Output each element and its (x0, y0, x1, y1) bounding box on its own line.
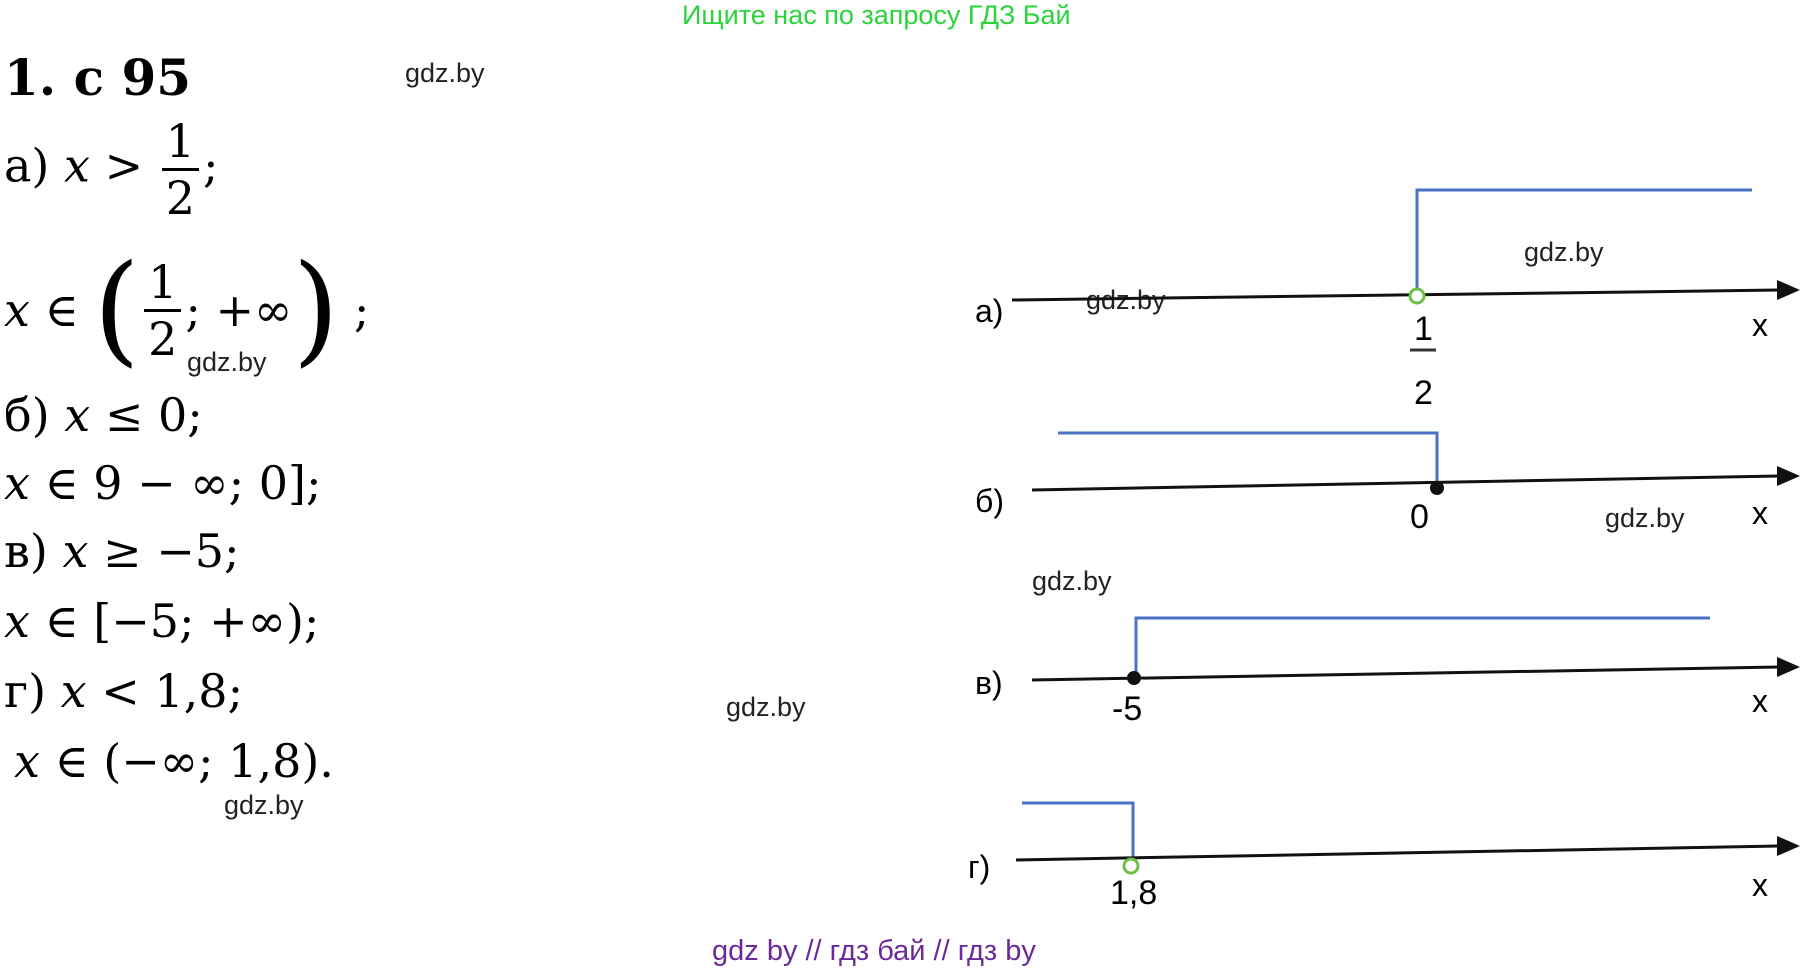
watermark: gdz.by (405, 58, 485, 88)
open-point (1122, 857, 1140, 875)
axis-x-label: x (1752, 495, 1768, 531)
watermark: gdz.by (726, 692, 806, 722)
solution-g-interval: x ∈ (−∞; 1,8). (14, 734, 334, 788)
closed-point (1127, 671, 1141, 685)
tick-label: -5 (1112, 690, 1142, 728)
number-line-b: б) x 0 (975, 431, 1800, 536)
shade-bracket (1058, 431, 1439, 488)
shade-bracket (1022, 801, 1135, 866)
open-point (1408, 287, 1426, 305)
number-line-v: в) x -5 (975, 616, 1800, 728)
axis-line (1011, 288, 1783, 302)
axis-x-label: x (1752, 867, 1768, 903)
tick-label: 1,8 (1110, 874, 1157, 912)
tick-label-denominator: 2 (1414, 374, 1433, 412)
footer-links[interactable]: gdz by // гдз бай // гдз by (712, 935, 1036, 967)
watermark: gdz.by (1524, 237, 1604, 267)
shade-bracket (1134, 616, 1710, 678)
solution-a-interval: x ∈ (1 2; +∞) ; (4, 240, 370, 379)
arrowhead-icon (1777, 280, 1800, 300)
solution-a-inequality: а) x > 1 2; (4, 114, 219, 225)
number-line-label: г) (968, 849, 990, 885)
axis-x-label: x (1752, 307, 1768, 343)
number-line-label: а) (975, 293, 1003, 329)
exercise-title: 1. с 95 (4, 48, 192, 107)
shade-bracket (1415, 188, 1752, 290)
axis-line (1015, 844, 1781, 862)
arrowhead-icon (1777, 836, 1800, 856)
arrowhead-icon (1777, 466, 1800, 486)
watermark: gdz.by (1032, 566, 1112, 596)
axis-line (1031, 474, 1781, 492)
number-line-g: г) x 1,8 (968, 801, 1800, 912)
watermark: gdz.by (187, 347, 267, 377)
tick-label: 0 (1410, 498, 1429, 536)
axis-line (1031, 665, 1781, 682)
solution-b-interval: x ∈ 9 − ∞; 0]; (4, 456, 322, 510)
watermark: gdz.by (224, 790, 304, 820)
arrowhead-icon (1777, 657, 1800, 677)
solution-v-inequality: в) x ≥ −5; (4, 524, 240, 578)
solution-b-inequality: б) x ≤ 0; (4, 388, 203, 442)
tick-label-numerator: 1 (1414, 310, 1433, 348)
number-line-label: в) (975, 665, 1003, 701)
search-hint-link[interactable]: Ищите нас по запросу ГДЗ Бай (682, 0, 1071, 30)
watermark: gdz.by (1605, 503, 1685, 533)
axis-x-label: x (1752, 683, 1768, 719)
number-line-label: б) (975, 483, 1004, 519)
solution-v-interval: x ∈ [−5; +∞); (4, 594, 320, 648)
number-line-a: а) x 1 2 (975, 188, 1800, 412)
solution-g-inequality: г) x < 1,8; (4, 664, 244, 718)
closed-point (1430, 481, 1444, 495)
